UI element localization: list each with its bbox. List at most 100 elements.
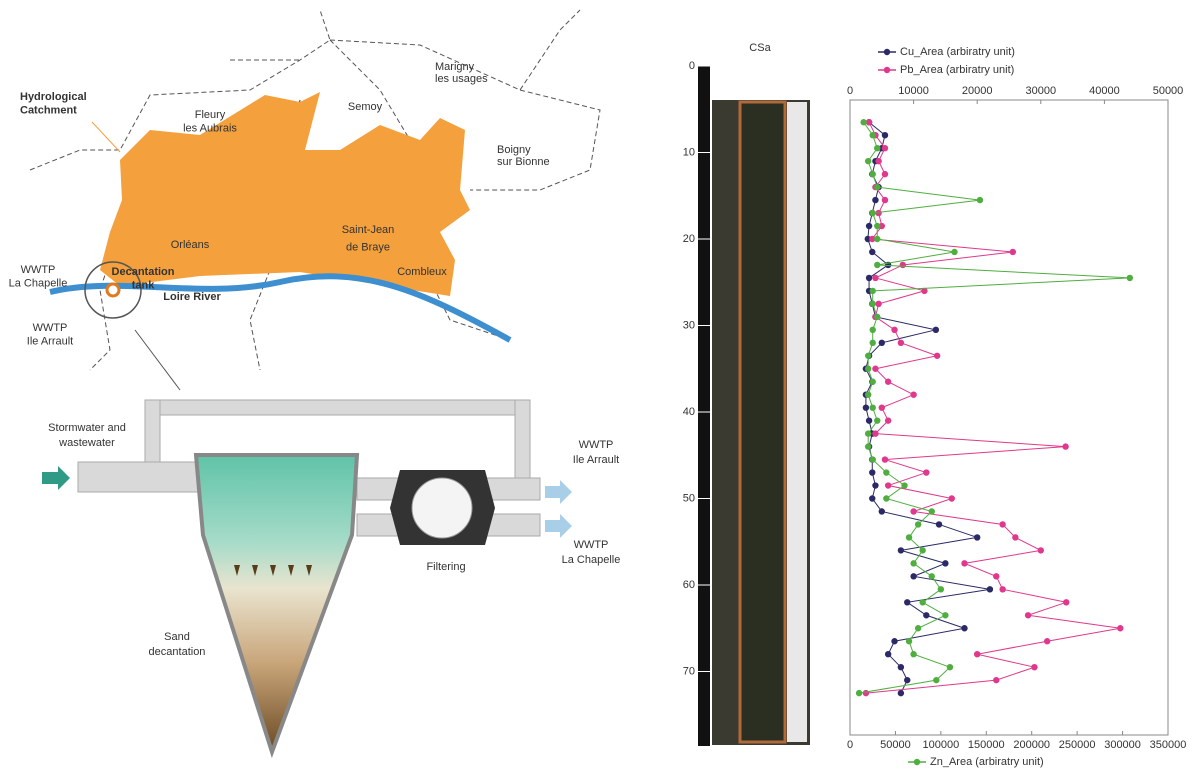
y-tick-label: 60 xyxy=(683,579,695,591)
x-tick-label: 20000 xyxy=(962,85,993,97)
point xyxy=(869,287,876,295)
label: WWTP xyxy=(574,539,609,551)
point xyxy=(874,144,881,152)
point xyxy=(932,326,940,334)
x2-tick-label: 350000 xyxy=(1150,739,1187,751)
point xyxy=(864,430,872,437)
point xyxy=(869,170,876,178)
label: Stormwater and xyxy=(48,422,126,434)
point xyxy=(878,339,885,346)
label: La Chapelle xyxy=(9,277,68,289)
chart: CSa 0 10 20 30 40 50 60 70 0 10000 20000 30000 40000 5… xyxy=(683,42,1187,768)
point xyxy=(946,663,954,671)
point xyxy=(905,638,913,645)
point xyxy=(874,417,881,424)
point xyxy=(919,547,926,554)
x2-tick-label: 300000 xyxy=(1104,739,1141,751)
point xyxy=(1012,534,1019,541)
point xyxy=(881,170,889,178)
outflow-arrow xyxy=(545,480,572,504)
label: les usages xyxy=(435,73,488,85)
core-title: CSa xyxy=(749,42,771,54)
point xyxy=(897,689,905,697)
point xyxy=(869,339,876,346)
leader xyxy=(91,121,121,153)
point xyxy=(865,417,873,424)
point xyxy=(961,625,968,632)
point xyxy=(993,676,1000,684)
point xyxy=(878,508,885,515)
point xyxy=(904,676,911,684)
label: Ile Arrault xyxy=(27,335,73,347)
boundary xyxy=(230,9,581,91)
core xyxy=(738,100,787,744)
point xyxy=(914,521,922,528)
point xyxy=(883,495,890,502)
point xyxy=(872,196,879,204)
point xyxy=(993,573,1000,580)
label: La Chapelle xyxy=(562,554,621,566)
x2-tick-label: 150000 xyxy=(968,739,1005,751)
point xyxy=(881,456,889,463)
point xyxy=(904,599,911,606)
point xyxy=(875,300,882,308)
point xyxy=(974,534,981,541)
plot-frame xyxy=(849,99,1169,736)
point xyxy=(864,235,872,243)
point xyxy=(874,313,881,321)
point xyxy=(878,222,885,230)
label: de Braye xyxy=(346,241,390,253)
label: Catchment xyxy=(20,104,77,116)
point xyxy=(976,196,984,204)
y-tick-label: 50 xyxy=(683,492,695,504)
label: WWTP xyxy=(21,264,56,276)
point xyxy=(928,508,935,515)
point xyxy=(933,352,941,359)
point xyxy=(869,378,876,385)
label: Boigny xyxy=(497,144,531,156)
point xyxy=(986,586,994,593)
point xyxy=(874,222,881,230)
point xyxy=(865,222,873,230)
point xyxy=(884,378,892,385)
point xyxy=(875,157,882,165)
point xyxy=(869,248,876,256)
point xyxy=(914,625,922,632)
x2-tick-label: 250000 xyxy=(1059,739,1096,751)
label: Decantation xyxy=(112,266,175,278)
x2-tick-label: 100000 xyxy=(922,739,959,751)
point xyxy=(1117,625,1124,632)
point xyxy=(869,326,876,334)
pipe xyxy=(144,399,161,463)
point xyxy=(933,676,940,684)
point xyxy=(865,274,873,282)
inflow-arrow xyxy=(42,466,70,490)
point xyxy=(1062,443,1069,450)
point xyxy=(872,482,879,489)
label: Loire River xyxy=(163,291,221,303)
point xyxy=(874,261,881,269)
point xyxy=(942,560,949,567)
point xyxy=(872,430,879,437)
legend-marker xyxy=(883,48,891,56)
pipe xyxy=(77,461,201,493)
point xyxy=(869,209,876,217)
label: Saint-Jean xyxy=(342,224,395,236)
point xyxy=(864,365,872,372)
depth-bar xyxy=(698,66,710,746)
point xyxy=(999,521,1006,528)
point xyxy=(869,235,876,243)
outflow-arrow xyxy=(545,514,572,538)
y-tick-label: 0 xyxy=(689,60,695,72)
label: Sand xyxy=(164,631,190,643)
point xyxy=(899,261,906,269)
label: Semoy xyxy=(348,101,383,113)
y-tick-label: 30 xyxy=(683,319,695,331)
point xyxy=(884,482,892,489)
tank-icon xyxy=(105,282,121,298)
point xyxy=(869,300,876,308)
x-tick-label: 0 xyxy=(847,85,853,97)
point xyxy=(937,586,945,593)
